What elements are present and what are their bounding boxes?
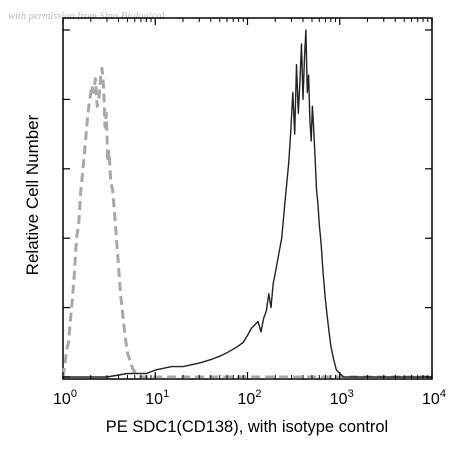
x-tick-label: 101 xyxy=(145,388,169,408)
plot-frame xyxy=(62,17,433,380)
x-tick-labels: 100 101 102 103 104 xyxy=(53,388,446,408)
x-axis-title: PE SDC1(CD138), with isotype control xyxy=(106,418,388,436)
isotype-control-series-line xyxy=(61,66,432,379)
x-tick-label: 102 xyxy=(238,388,262,408)
x-tick-label: 104 xyxy=(422,388,446,408)
y-axis-title: Relative Cell Number xyxy=(23,114,42,275)
watermark-text: with permission from Sino Biological xyxy=(8,11,165,22)
tick-marks xyxy=(62,18,433,379)
x-tick-label: 103 xyxy=(330,388,354,408)
series-layer xyxy=(61,29,432,379)
x-tick-label: 100 xyxy=(53,388,77,408)
sdc1-series-line xyxy=(63,29,432,378)
